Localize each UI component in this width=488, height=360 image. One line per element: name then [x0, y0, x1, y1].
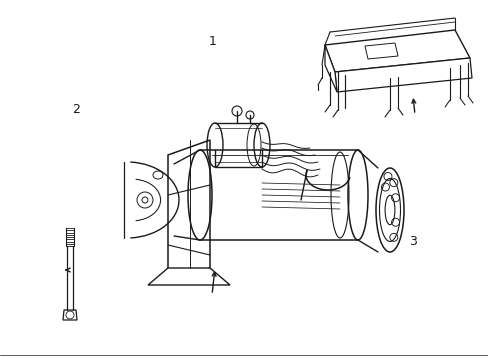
Polygon shape — [148, 268, 229, 285]
Polygon shape — [325, 45, 336, 92]
Polygon shape — [63, 310, 77, 320]
Text: 2: 2 — [72, 103, 80, 116]
Polygon shape — [168, 140, 209, 280]
Text: 1: 1 — [208, 35, 216, 48]
Polygon shape — [325, 30, 469, 72]
Text: 3: 3 — [408, 235, 416, 248]
Polygon shape — [334, 58, 471, 92]
